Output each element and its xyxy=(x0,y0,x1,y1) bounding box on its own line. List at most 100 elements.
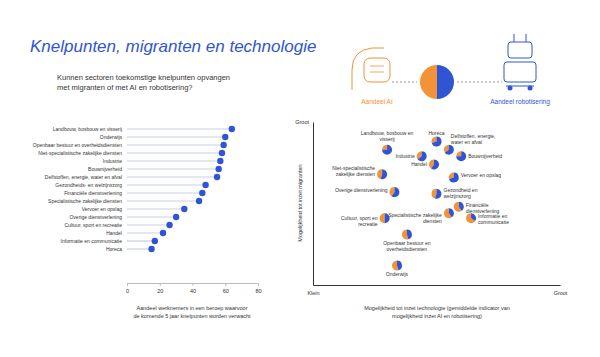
legend-swatch xyxy=(420,65,437,99)
tick-mark xyxy=(258,283,259,286)
icon-ai xyxy=(352,48,384,90)
dot xyxy=(199,190,205,196)
text-line: visserij xyxy=(379,136,394,142)
tick-label: Onderwijs xyxy=(100,134,123,140)
stem xyxy=(127,176,217,177)
pie-slice xyxy=(381,169,388,179)
plot-area xyxy=(127,126,235,252)
point-label: Cultuur, sport enrecreatie xyxy=(341,215,378,227)
pie-slice xyxy=(382,145,387,150)
stem xyxy=(127,168,219,169)
stem xyxy=(127,216,176,217)
pie-marker xyxy=(444,208,454,218)
legend-label: Aandeel AI xyxy=(361,98,393,105)
tick: Delfstoffen, energie, water en afval xyxy=(45,174,127,180)
y-axis: Groot xyxy=(295,119,313,285)
tick-mark xyxy=(225,283,226,286)
axis-line xyxy=(313,123,314,286)
stem xyxy=(127,128,232,129)
pie-slice xyxy=(459,202,464,211)
point-label: Horeca xyxy=(428,130,444,136)
pie-slice xyxy=(382,145,392,155)
pie-slice xyxy=(435,189,442,199)
icon-robot xyxy=(504,62,536,82)
stem xyxy=(127,224,170,225)
title: Knelpunten, migranten en technologie xyxy=(30,37,316,56)
pie-slice xyxy=(466,213,475,223)
tick-label: Handel xyxy=(106,230,122,236)
subtitle: Kunnen sectoren toekomstige knelpunten o… xyxy=(57,73,230,92)
tick: Financiële dienstverlening xyxy=(64,190,127,196)
tick-mark xyxy=(160,283,161,286)
stem xyxy=(127,232,163,233)
tick: 20 xyxy=(157,283,163,294)
point-label: Handel xyxy=(411,161,427,167)
point-label: Specialistische zakelijkediensten xyxy=(388,212,442,224)
pie-marker xyxy=(429,159,439,169)
tick: 40 xyxy=(190,283,196,294)
dot xyxy=(173,214,179,220)
tick-label: 40 xyxy=(190,288,196,294)
pie-marker xyxy=(466,213,476,223)
stem xyxy=(127,208,184,209)
axis-title: Aandeel werknemers in een beroep waarvoo… xyxy=(133,305,251,319)
pie-marker xyxy=(402,229,412,239)
tick: Niet-specialistische zakelijke diensten xyxy=(38,150,127,156)
point-label: Informatie encommunicatie xyxy=(478,213,509,225)
axis-line xyxy=(128,284,259,287)
stem xyxy=(127,152,222,153)
dot xyxy=(217,158,223,164)
tick-label: Informatie en communicatie xyxy=(61,238,123,244)
text-line: recreatie xyxy=(358,221,378,227)
tick-label: Financiële dienstverlening xyxy=(64,190,122,196)
dot xyxy=(160,230,166,236)
dot xyxy=(181,206,187,212)
text-line: Industrie xyxy=(395,153,414,159)
stem xyxy=(127,200,199,201)
tick: Cultuur, sport en recreatie xyxy=(64,222,127,228)
tick-label: Bouwnijverheid xyxy=(88,166,122,172)
tick-label: Groot xyxy=(295,119,309,125)
dot xyxy=(148,246,154,252)
point-label: Gezondheid enwelzijnszorg xyxy=(444,187,478,199)
axis-title: Mogelijkheid tot inzet migranten xyxy=(297,164,303,241)
tick-label: 20 xyxy=(157,288,163,294)
text-line: Overige dienstverlening xyxy=(335,187,388,193)
tick: Gezondheids- en welzijnszorg xyxy=(55,182,127,188)
dot xyxy=(219,150,225,156)
legend: Aandeel AIAandeel robotisering xyxy=(352,34,550,106)
tick: Industrie xyxy=(103,158,127,164)
point-label: Delfstoffen, energie,water en afval xyxy=(451,133,496,145)
plot-area xyxy=(377,137,476,271)
tick: Informatie en communicatie xyxy=(61,238,127,244)
point-label: Bouwnijverheid xyxy=(468,153,502,159)
pie-marker xyxy=(432,137,442,147)
dot xyxy=(166,222,172,228)
pie-marker xyxy=(444,145,454,155)
dot xyxy=(229,126,235,132)
tick: Groot xyxy=(554,285,568,296)
stem xyxy=(127,184,206,185)
pie-marker xyxy=(454,202,464,212)
pie-marker xyxy=(377,169,387,179)
text-line: Horeca xyxy=(428,130,444,136)
tick-label: Overige dienstverlening xyxy=(69,214,122,220)
text-line: Onderwijs xyxy=(386,271,409,277)
tick-label: Klein xyxy=(307,290,319,296)
tick-mark xyxy=(127,283,128,286)
tick: Vervoer en opslag xyxy=(82,206,127,212)
icon-ai xyxy=(370,66,384,72)
tick: 60 xyxy=(223,283,229,294)
point-label: Landbouw, bosbouw envisserij xyxy=(361,130,414,142)
tick-mark xyxy=(193,283,194,286)
axis-title: Mogelijkheid tot inzet technologie (gemi… xyxy=(364,305,510,319)
pie-slice xyxy=(449,208,454,217)
icon-robot xyxy=(506,34,534,86)
dot xyxy=(216,166,222,172)
tick-label: Delfstoffen, energie, water en afval xyxy=(45,174,122,180)
tick-label: Industrie xyxy=(103,158,122,164)
tick: Landbouw, bosbouw en visserij xyxy=(53,126,127,132)
tick-label: Cultuur, sport en recreatie xyxy=(64,222,122,228)
point-label: Industrie xyxy=(395,153,414,159)
point-label: Onderwijs xyxy=(386,271,409,277)
